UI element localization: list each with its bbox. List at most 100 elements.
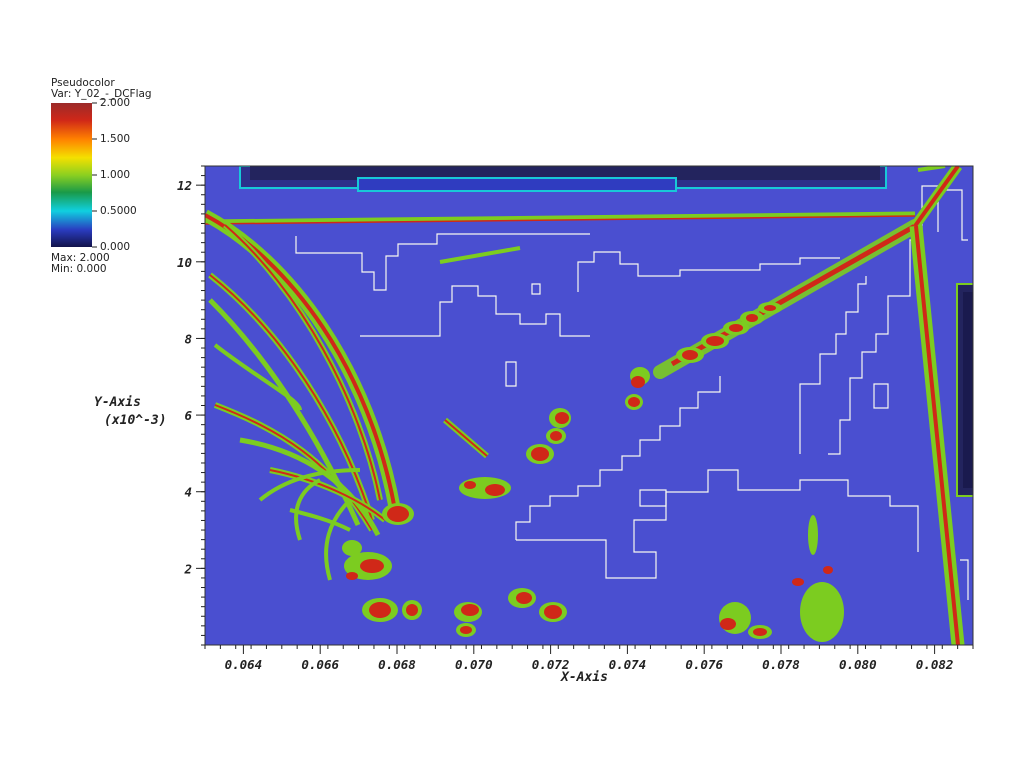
right-channel-inner [963,292,973,488]
y-tick-label: 4 [184,485,192,500]
top-channel-step [357,177,677,192]
blob-core [631,376,645,388]
blob-core [706,336,724,346]
diagonal-shock-core [913,166,960,228]
blob-core [682,350,698,360]
blob-outer [342,540,362,556]
x-tick-label: 0.064 [225,657,263,672]
jet-band [213,343,302,411]
jet-band [439,246,521,264]
diagonal-shock-band [917,166,946,172]
y-tick-label: 8 [184,331,192,346]
legend-variable: Var: Y_02_-_DCFlag [51,88,152,100]
jet-band [294,478,321,541]
blob-core [628,397,640,407]
colorbar-tick-label: 1.500 [100,133,131,145]
blob-core [531,447,549,461]
top-shock-band [205,211,916,225]
blob-core [729,324,743,332]
contour-path [799,276,867,454]
blob-core [387,506,409,522]
blob-core [550,431,562,441]
colorbar [51,103,92,247]
blob-core [544,605,562,619]
jet-band [258,468,361,502]
blob-core [369,602,391,618]
y-tick-label: 6 [184,408,192,423]
legend-title: Pseudocolor [51,77,115,89]
blob-outer [808,515,818,555]
blob-core [516,592,532,604]
contour-path [577,251,840,292]
y-tick-label: 2 [183,561,192,576]
x-axis-title: X-Axis [561,670,608,685]
x-tick-label: 0.066 [301,657,339,672]
jet-core [214,404,373,531]
cell-contours [295,185,969,600]
x-tick-labels: 0.064 0.066 0.068 0.070 0.072 0.074 0.076 0.078… [225,657,954,672]
x-tick-label: 0.074 [609,657,647,672]
blob-core [764,305,776,311]
x-tick-label: 0.078 [762,657,800,672]
contour-path [516,469,919,579]
blob-core [792,578,804,586]
blob-group [362,302,844,642]
field-layer [205,166,973,645]
x-tick-label: 0.080 [839,657,877,672]
jet-band [324,498,352,581]
y-axis-title: Y-Axis [94,395,141,410]
jet-core [209,274,373,521]
blob-outer [719,602,751,634]
jet-streaks [205,209,521,581]
colorbar-tick-label: 0.000 [100,241,131,253]
y-tick-label: 10 [177,255,192,270]
legend-max: Max: 2.000 [51,252,110,264]
field-background [205,166,973,645]
blob-outer [800,582,844,642]
top-shock-line [205,215,916,225]
x-tick-label: 0.068 [378,657,416,672]
colorbar-tick-label: 0.5000 [100,205,137,217]
legend-min: Min: 0.000 [51,263,107,275]
y-tick-label: 12 [177,178,192,193]
contour-path [937,189,968,241]
blob-core [460,626,472,634]
contour-path [515,376,721,540]
blob-core [464,481,476,489]
jet-core [444,419,488,457]
blob-core [746,314,758,322]
x-tick-label: 0.070 [455,657,493,672]
contour-path [531,283,541,295]
blob-core [720,618,736,630]
y-axis-scale: (x10^-3) [104,413,167,428]
colorbar-tick-label: 1.000 [100,169,131,181]
jet-core [269,469,386,521]
contour-path [873,383,889,409]
blob-core [461,604,479,616]
diagonal-shock-core [914,225,960,645]
top-channel-inner [250,166,880,180]
x-tick-label: 0.072 [532,657,570,672]
x-tick-label: 0.076 [685,657,723,672]
contour-path [295,233,590,291]
axis-ticks [196,165,974,654]
colorbar-tick-label: 2.000 [100,97,131,109]
contour-path [960,559,969,600]
blob-core [406,604,418,616]
blob-core [346,572,358,580]
blob-core [823,566,833,574]
contour-path [639,489,667,507]
contour-path [505,361,517,387]
y-tick-labels: 2 4 6 8 10 12 [177,178,193,576]
contour-path [360,285,590,337]
x-tick-label: 0.082 [916,657,954,672]
blob-core [753,628,767,636]
jet-core [224,224,381,501]
jet-band [289,508,351,532]
jet-band [239,437,381,537]
blob-core [485,484,505,496]
blob-core [360,559,384,573]
